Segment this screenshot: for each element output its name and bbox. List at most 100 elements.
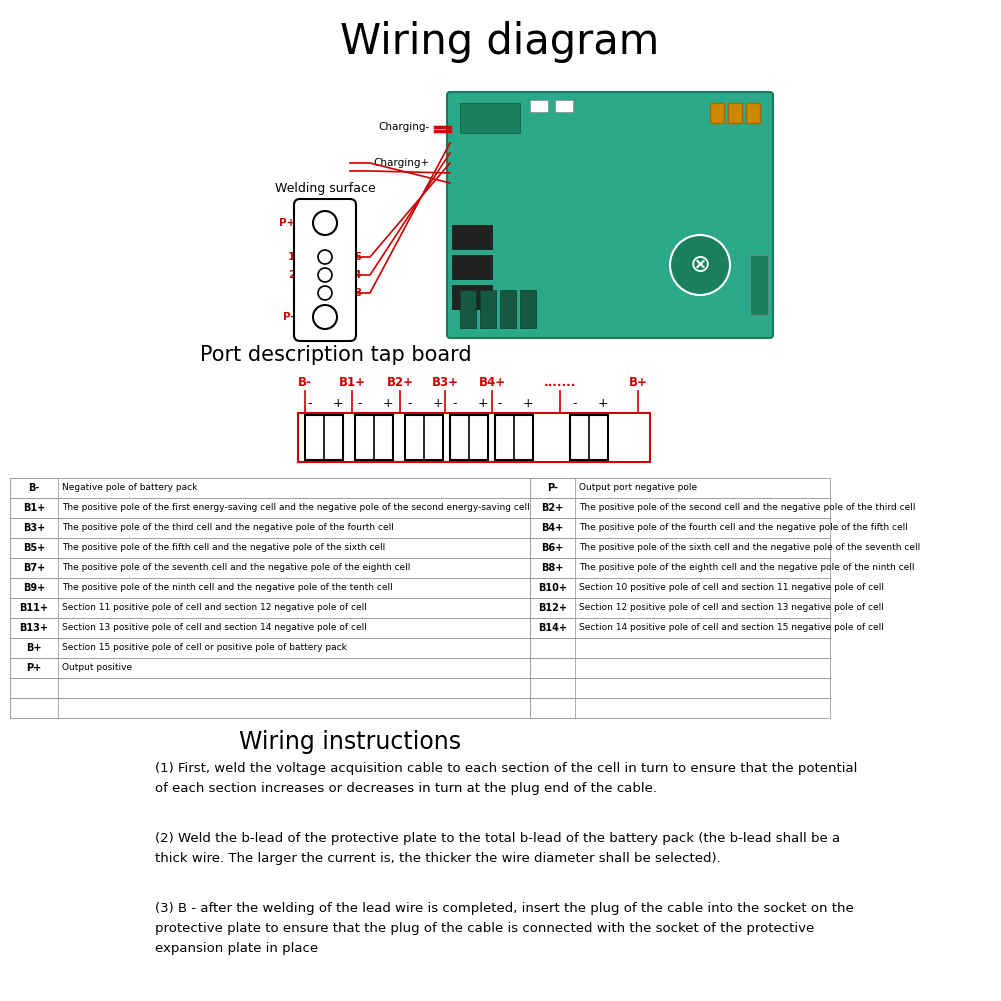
Text: Charging+: Charging+ — [374, 158, 430, 168]
Bar — [355, 415, 393, 460]
Bar — [10, 558, 538, 578]
Bar — [530, 658, 575, 678]
Bar — [450, 415, 488, 460]
Text: Charging-: Charging- — [378, 122, 430, 132]
Text: Section 11 positive pole of cell and section 12 negative pole of cell: Section 11 positive pole of cell and sec… — [62, 604, 367, 613]
Text: The positive pole of the fourth cell and the negative pole of the fifth cell: The positive pole of the fourth cell and… — [579, 524, 908, 533]
Circle shape — [313, 211, 337, 235]
Text: The positive pole of the seventh cell and the negative pole of the eighth cell: The positive pole of the seventh cell an… — [62, 564, 410, 573]
Bar — [530, 538, 830, 558]
Bar — [10, 618, 58, 638]
Bar — [520, 290, 536, 328]
Text: B1+: B1+ — [23, 503, 45, 513]
Text: B10+: B10+ — [538, 583, 567, 593]
Bar — [555, 100, 573, 112]
Text: The positive pole of the ninth cell and the negative pole of the tenth cell: The positive pole of the ninth cell and … — [62, 584, 392, 593]
Bar — [750, 255, 768, 315]
Bar — [10, 538, 58, 558]
FancyBboxPatch shape — [447, 92, 773, 338]
Bar — [10, 518, 538, 538]
Text: ⊗: ⊗ — [690, 253, 711, 277]
Text: Section 15 positive pole of cell or positive pole of battery pack: Section 15 positive pole of cell or posi… — [62, 644, 347, 653]
Bar — [530, 498, 830, 518]
Bar — [10, 538, 538, 558]
Text: B+: B+ — [629, 376, 648, 389]
Bar — [530, 498, 575, 518]
Text: Welding surface: Welding surface — [274, 182, 375, 195]
Bar — [452, 225, 492, 249]
Bar — [530, 578, 575, 598]
Bar — [530, 618, 575, 638]
Bar — [530, 538, 575, 558]
Bar — [10, 578, 538, 598]
Text: P-: P- — [283, 312, 295, 322]
Text: Section 12 positive pole of cell and section 13 negative pole of cell: Section 12 positive pole of cell and sec… — [579, 604, 884, 613]
Text: Output positive: Output positive — [62, 664, 132, 673]
Bar — [530, 578, 830, 598]
Text: B+: B+ — [26, 643, 42, 653]
Bar — [530, 598, 575, 618]
Bar — [530, 638, 830, 658]
Bar — [10, 578, 58, 598]
Bar — [10, 598, 58, 618]
Text: (2) Weld the b-lead of the protective plate to the total b-lead of the battery p: (2) Weld the b-lead of the protective pl… — [155, 832, 840, 865]
Text: B4+: B4+ — [478, 376, 506, 389]
Bar — [530, 518, 830, 538]
Text: 3: 3 — [354, 288, 361, 298]
Bar — [530, 558, 830, 578]
Text: The positive pole of the sixth cell and the negative pole of the seventh cell: The positive pole of the sixth cell and … — [579, 544, 920, 553]
Text: P-: P- — [547, 483, 558, 493]
Bar — [530, 618, 830, 638]
Bar — [530, 478, 830, 498]
Text: B4+: B4+ — [542, 523, 564, 533]
Bar — [460, 103, 520, 133]
Bar — [10, 698, 58, 718]
Text: B-: B- — [28, 483, 40, 493]
Bar — [10, 598, 538, 618]
Text: The positive pole of the eighth cell and the negative pole of the ninth cell: The positive pole of the eighth cell and… — [579, 564, 915, 573]
Circle shape — [318, 286, 332, 300]
Text: -: - — [497, 397, 503, 410]
Bar — [10, 478, 58, 498]
Text: -: - — [407, 397, 412, 410]
Bar — [530, 478, 575, 498]
Text: -: - — [357, 397, 362, 410]
Text: -: - — [452, 397, 457, 410]
Text: (1) First, weld the voltage acquisition cable to each section of the cell in tur: (1) First, weld the voltage acquisition … — [155, 762, 858, 795]
Bar — [10, 558, 58, 578]
Bar — [10, 478, 538, 498]
Bar — [570, 415, 608, 460]
Text: B8+: B8+ — [542, 563, 564, 573]
Text: 4: 4 — [354, 270, 361, 280]
Text: The positive pole of the third cell and the negative pole of the fourth cell: The positive pole of the third cell and … — [62, 524, 393, 533]
Text: B13+: B13+ — [19, 623, 48, 633]
Bar — [10, 678, 538, 698]
Bar — [530, 518, 575, 538]
Bar — [746, 103, 760, 123]
Bar — [10, 498, 538, 518]
Bar — [530, 100, 548, 112]
Bar — [10, 498, 58, 518]
Bar — [530, 598, 830, 618]
Bar — [530, 698, 575, 718]
Bar — [10, 638, 538, 658]
Text: B6+: B6+ — [542, 543, 564, 553]
Bar — [530, 638, 575, 658]
Bar — [530, 678, 575, 698]
Text: B7+: B7+ — [23, 563, 45, 573]
Text: B1+: B1+ — [338, 376, 365, 389]
Bar — [500, 290, 516, 328]
Text: The positive pole of the first energy-saving cell and the negative pole of the s: The positive pole of the first energy-sa… — [62, 504, 530, 513]
Text: .......: ....... — [544, 376, 577, 389]
Text: P+: P+ — [278, 218, 295, 228]
Text: B5+: B5+ — [23, 543, 45, 553]
Circle shape — [670, 235, 730, 295]
Text: 2: 2 — [287, 270, 295, 280]
Text: +: + — [432, 397, 443, 410]
Text: -: - — [307, 397, 312, 410]
Bar — [10, 658, 58, 678]
Text: B2+: B2+ — [386, 376, 413, 389]
Bar — [530, 698, 830, 718]
Text: Wiring diagram: Wiring diagram — [340, 21, 660, 63]
Bar — [530, 558, 575, 578]
